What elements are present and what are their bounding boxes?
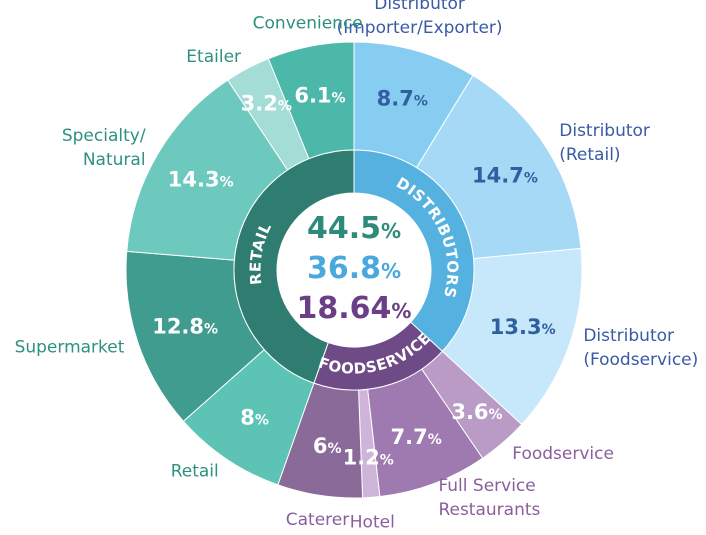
value-label-foodservice: 3.6%	[451, 400, 502, 424]
value-label-distributor-importer-exporter: 8.7%	[377, 87, 428, 111]
center-totals: 44.5% 36.8% 18.64%	[297, 211, 412, 326]
category-label-caterer: Caterer	[286, 510, 349, 530]
category-label-distributor-retail: Distributor (Retail)	[559, 121, 650, 165]
value-label-caterer: 6%	[313, 434, 342, 458]
category-label-convenience: Convenience	[253, 13, 363, 33]
category-label-foodservice: Foodservice	[512, 444, 614, 464]
category-label-retail: Retail	[171, 462, 219, 482]
value-label-hotel: 1.2%	[343, 445, 394, 469]
category-label-distributor-importer-exporter: Distributor (Importer/Exporter)	[337, 0, 503, 38]
category-label-distributor-foodservice: Distributor (Foodservice)	[583, 326, 698, 370]
label-layer: 8.7% 14.7% 13.3% 3.6% 7.7%1.2%6% 8% 12.8% 14.3%…	[15, 0, 699, 532]
value-label-etailer: 3.2%	[241, 92, 292, 116]
center-total-1: 44.5%	[307, 211, 401, 246]
value-label-supermarket: 12.8%	[152, 314, 218, 338]
category-label-specialty-natural: Specialty/Natural	[62, 126, 146, 170]
category-label-etailer: Etailer	[186, 47, 241, 67]
center-total-3: 18.64%	[297, 291, 412, 326]
center-total-2: 36.8%	[307, 251, 401, 286]
category-label-supermarket: Supermarket	[15, 338, 125, 358]
value-label-distributor-foodservice: 13.3%	[490, 315, 556, 339]
value-label-distributor-retail: 14.7%	[472, 164, 538, 188]
center-hole	[278, 194, 430, 346]
category-label-hotel: Hotel	[350, 512, 395, 532]
value-label-convenience: 6.1%	[294, 83, 345, 107]
group-ring-retail	[233, 149, 355, 384]
group-ring-distributors	[353, 149, 475, 353]
category-label-full-service-restaurants: Full Service Restaurants	[438, 476, 540, 520]
value-label-full-service-restaurants: 7.7%	[390, 425, 441, 449]
value-label-specialty-natural: 14.3%	[168, 168, 234, 192]
value-label-retail: 8%	[240, 406, 269, 430]
